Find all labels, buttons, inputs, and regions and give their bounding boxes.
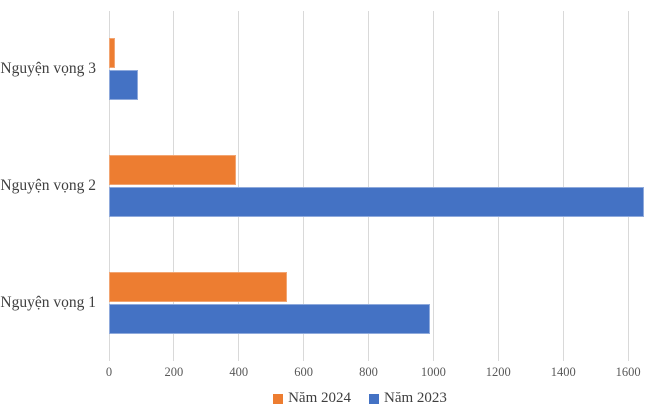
x-tick-label: 1200 [485,365,511,379]
gridline [108,11,110,361]
x-tick-label: 1400 [550,365,576,379]
x-axis-labels: 0 200 400 600 800 1000 1200 1400 1600 [105,365,655,381]
x-tick-label: 200 [164,365,184,379]
x-tick-label: 600 [294,365,314,379]
legend-swatch-icon [369,393,379,404]
bar-group [109,128,655,245]
legend-item: Năm 2024 [273,390,351,407]
legend-label: Năm 2024 [288,390,351,406]
bar-group [109,244,655,361]
y-axis-labels: Nguyện vọng 3 Nguyện vọng 2 Nguyện vọng 1 [0,11,96,361]
x-tick-label: 0 [105,365,113,379]
bar-năm-2024 [109,154,236,185]
bar-năm-2024 [109,38,116,69]
plot-area [108,11,655,361]
gridline [497,11,499,361]
x-tick-label: 800 [359,365,378,379]
legend-swatch-icon [273,393,284,404]
x-tick-label: 1600 [615,365,641,379]
bar-group [109,11,655,128]
bar-năm-2023 [109,186,645,217]
bar-năm-2023 [109,303,431,334]
gridline [173,11,175,361]
category-label: Nguyện vọng 1 [0,293,96,311]
x-tick-label: 1000 [420,365,446,379]
category-label: Nguyện vọng 2 [0,176,96,194]
x-tick-label: 400 [229,365,249,379]
gridline [432,11,434,361]
bar-năm-2023 [109,70,139,101]
gridline [368,11,370,361]
gridline [562,11,564,361]
bar-năm-2024 [109,271,288,302]
gridline [238,11,240,361]
category-label: Nguyện vọng 3 [0,60,96,78]
legend-item: Năm 2023 [369,390,447,407]
legend-label: Năm 2023 [384,390,447,406]
legend: Năm 2024 Năm 2023 [60,390,660,407]
gridline [627,11,629,361]
gridline [303,11,305,361]
